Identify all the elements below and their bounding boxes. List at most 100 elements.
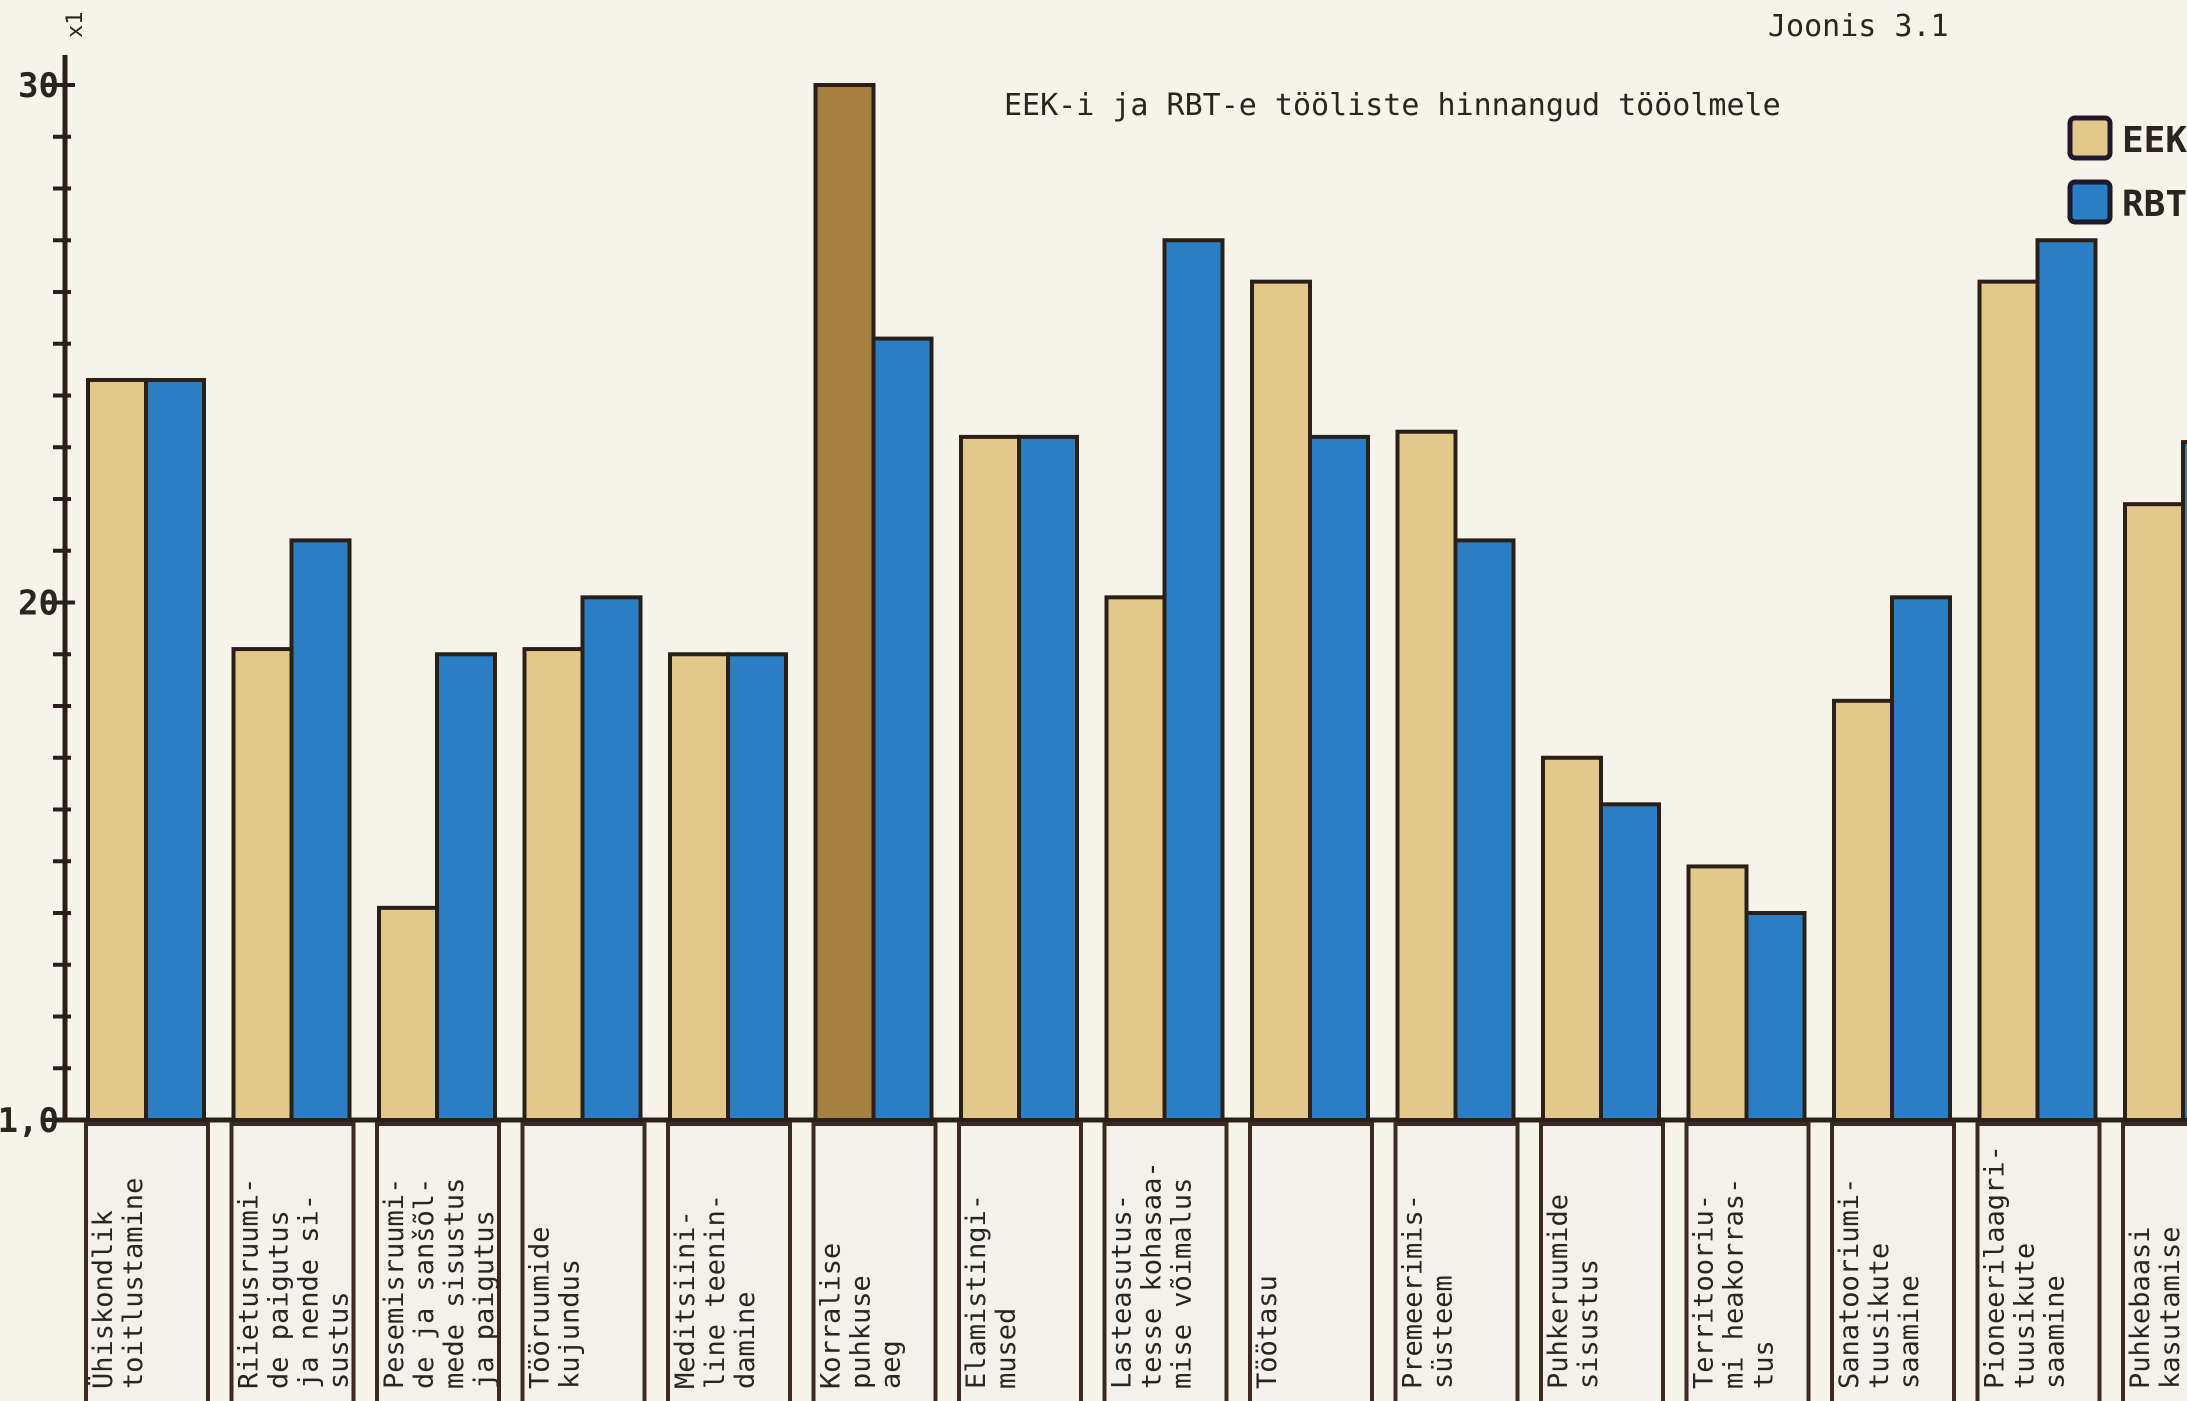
category-labels: Ühiskondlik toitlustamine Riietusruumi-de …: [84, 1122, 2187, 1401]
bar-eek-12: [1832, 698, 1894, 1122]
category-label: Ühiskondlik: [87, 1210, 119, 1389]
bar-rbt-4: [726, 652, 788, 1122]
category-label: Puhkebaasi: [2125, 1226, 2156, 1389]
category-box-5: [811, 1122, 938, 1401]
bar-rbt-14: [2181, 440, 2187, 1122]
category-label: Meditsiini-: [670, 1210, 701, 1389]
category-label: ja paigutus: [469, 1210, 500, 1389]
bar-eek-5: [813, 83, 876, 1122]
category-label: Sanatooriumi-: [1834, 1178, 1865, 1389]
category-label: kujundus: [555, 1259, 586, 1389]
y-multiplier-label: x1: [63, 12, 88, 39]
bar-eek-1: [231, 647, 294, 1122]
category-label: Lasteasutus-: [1107, 1194, 1138, 1389]
category-label: saamine: [2040, 1275, 2071, 1389]
category-label: süsteem: [1428, 1275, 1459, 1389]
bar-rbt-2: [435, 652, 497, 1122]
y-axis: 1,0 20 30: [0, 55, 75, 1141]
category-label: kasutamise: [2155, 1226, 2186, 1389]
category-label: mused: [991, 1308, 1022, 1389]
bar-eek-13: [1977, 279, 2040, 1122]
category-label: de paigutus: [264, 1210, 295, 1389]
category-label: Territooriu-: [1689, 1194, 1720, 1389]
bar-rbt-7: [1162, 238, 1225, 1122]
category-label: ja nende si-: [294, 1194, 325, 1389]
y-tick-label: 20: [18, 584, 59, 624]
category-box-10: [1539, 1122, 1665, 1401]
bar-eek-8: [1250, 279, 1312, 1122]
category-label: Pioneerilaagri-: [1980, 1145, 2011, 1389]
category-label: de ja sanšõl-: [409, 1178, 440, 1389]
bar-eek-4: [668, 652, 730, 1122]
bar-eek-9: [1395, 429, 1458, 1123]
category-box-12: [1830, 1122, 1956, 1401]
chart-title: EEK-i ja RBT-e tööliste hinnangud tööolm…: [1004, 88, 1781, 123]
legend-label-eek: EEK: [2122, 120, 2187, 161]
bar-eek-10: [1541, 755, 1603, 1122]
category-label: toitlustamine: [118, 1178, 149, 1389]
bar-rbt-6: [1017, 434, 1079, 1122]
bar-rbt-0: [144, 377, 206, 1123]
bar-rbt-11: [1744, 911, 1807, 1122]
category-label: aeg: [876, 1340, 907, 1389]
category-label: Premeerimis-: [1398, 1194, 1429, 1389]
category-label: Puhkeruumide: [1543, 1194, 1574, 1389]
bar-eek-7: [1104, 595, 1167, 1122]
bar-rbt-3: [580, 595, 643, 1122]
category-label: puhkuse: [846, 1275, 877, 1389]
category-box-0: [84, 1122, 210, 1401]
bar-rbt-5: [871, 336, 934, 1122]
category-box-1: [229, 1122, 356, 1401]
category-label: Korralise: [816, 1243, 847, 1389]
category-label: tuusikute: [2010, 1243, 2041, 1389]
bar-rbt-10: [1599, 802, 1661, 1122]
bar-eek-2: [377, 905, 439, 1123]
category-label: sisustus: [1573, 1259, 1604, 1389]
category-label: Riietusruumi-: [234, 1178, 265, 1389]
y-tick-label: 1,0: [0, 1101, 59, 1141]
category-box-14: [2121, 1122, 2187, 1401]
bar-rbt-8: [1308, 434, 1370, 1122]
category-label: Tööruumide: [525, 1226, 556, 1389]
bar-eek-0: [86, 377, 148, 1123]
category-box-6: [957, 1122, 1083, 1401]
category-label: tus: [1749, 1340, 1780, 1389]
bar-rbt-9: [1453, 538, 1516, 1122]
legend-swatch-rbt: [2067, 179, 2113, 225]
category-label: tesse kohasaa-: [1137, 1161, 1168, 1389]
legend-swatch-eek: [2067, 115, 2113, 161]
bar-rbt-13: [2035, 238, 2098, 1122]
category-label: mise võimalus: [1167, 1178, 1198, 1389]
category-box-8: [1248, 1122, 1374, 1401]
y-tick-label: 30: [18, 66, 59, 106]
bar-rbt-12: [1890, 595, 1952, 1122]
category-label: line teenin-: [700, 1194, 731, 1389]
category-label: Elamistingi-: [961, 1194, 992, 1389]
category-box-11: [1684, 1122, 1811, 1401]
category-box-13: [1975, 1122, 2102, 1401]
category-label: Töötasu: [1252, 1275, 1283, 1389]
bar-eek-6: [959, 434, 1021, 1122]
bar-rbt-1: [289, 538, 352, 1122]
legend: EEK RBT: [2067, 115, 2187, 225]
figure-label: Joonis 3.1: [1768, 9, 1949, 44]
category-box-2: [375, 1122, 501, 1401]
bar-eek-11: [1686, 864, 1749, 1122]
category-label: damine: [730, 1291, 761, 1389]
category-box-7: [1102, 1122, 1229, 1401]
category-box-9: [1393, 1122, 1520, 1401]
category-label: mede sisustus: [439, 1178, 470, 1389]
category-label: võimalus: [2185, 1259, 2187, 1389]
category-box-4: [666, 1122, 792, 1401]
bar-eek-3: [522, 647, 585, 1122]
category-label: sustus: [324, 1291, 355, 1389]
bar-eek-14: [2123, 502, 2185, 1122]
legend-label-rbt: RBT: [2122, 184, 2187, 225]
category-label: saamine: [1894, 1275, 1925, 1389]
category-label: Pesemisruumi-: [379, 1178, 410, 1389]
category-box-3: [520, 1122, 647, 1401]
category-label: tuusikute: [1864, 1243, 1895, 1389]
bars: [55, 83, 2187, 1123]
